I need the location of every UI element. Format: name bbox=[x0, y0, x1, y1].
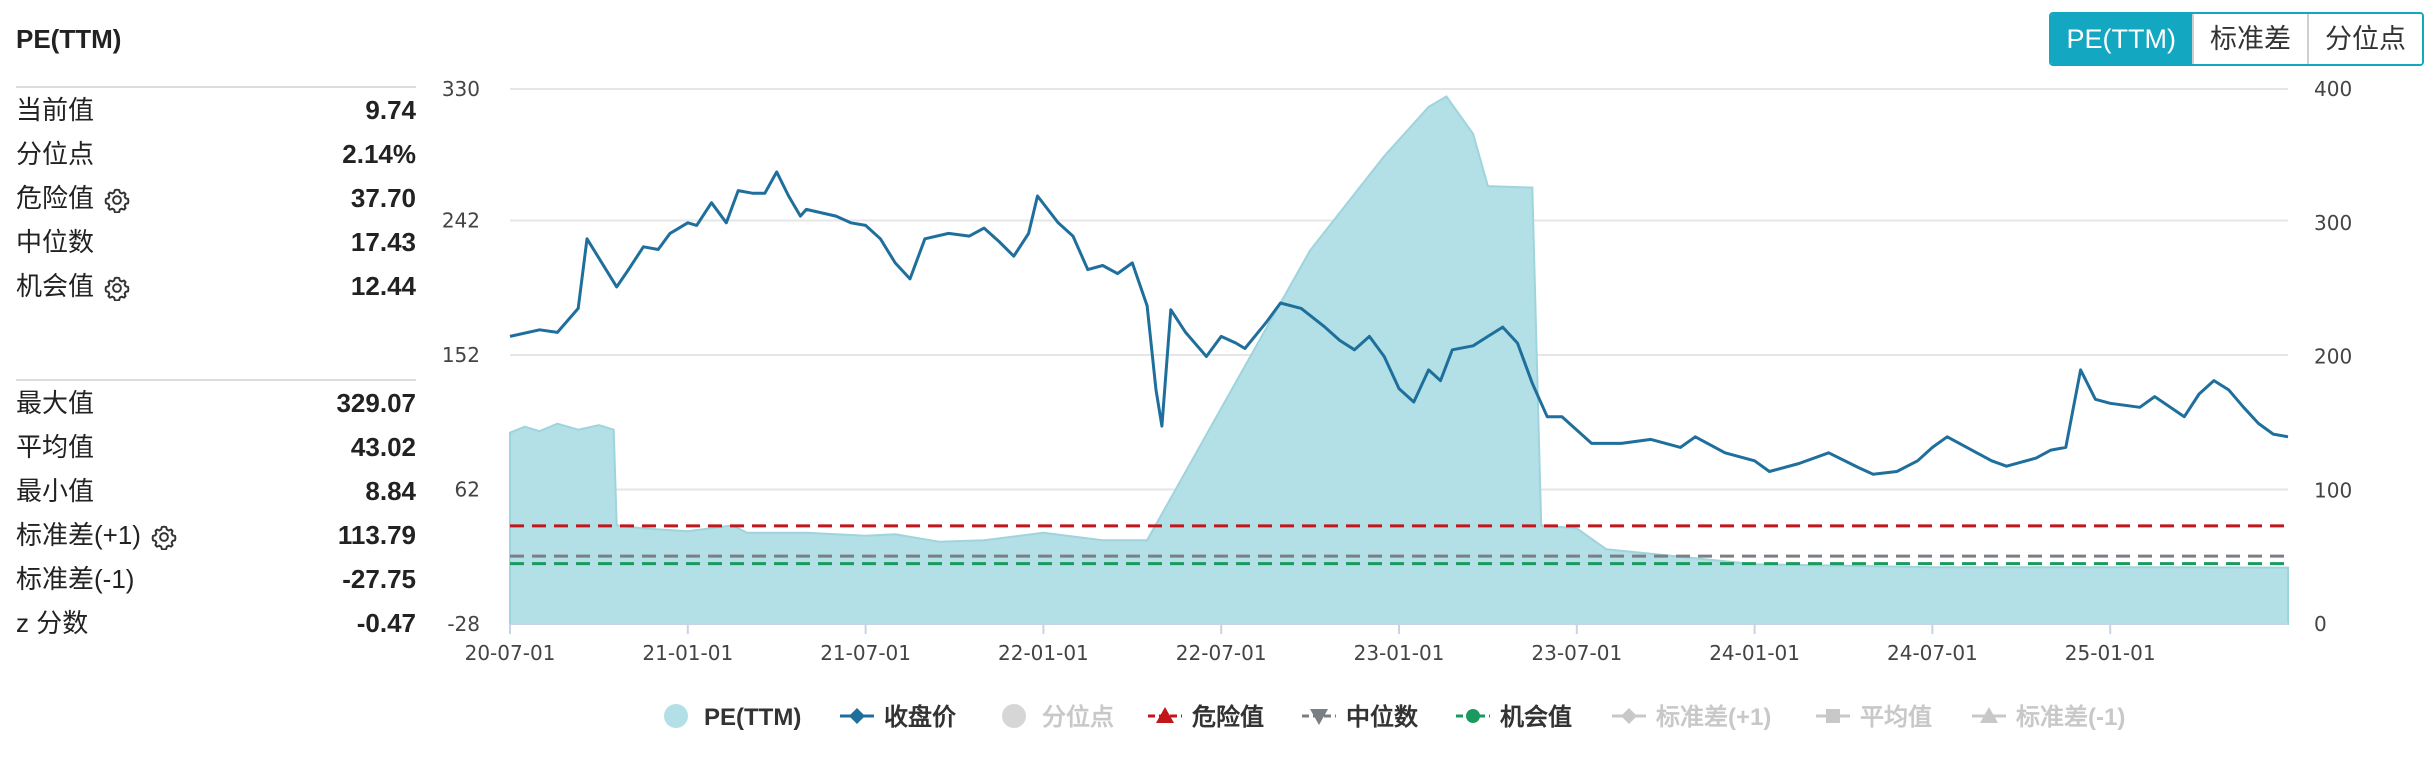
legend-label[interactable]: 标准差(-1) bbox=[2016, 703, 2125, 731]
stats-panel-bottom: 最大值 329.07 平均值 43.02 最小值 8.84 标准差(+1) 113.79 标准差… bbox=[16, 379, 416, 645]
y-right-tick-label: 100 bbox=[2314, 478, 2352, 502]
stat-label: 最大值 bbox=[16, 381, 94, 425]
legend-label[interactable]: 分位点 bbox=[1042, 703, 1114, 731]
y-right-tick-label: 0 bbox=[2314, 612, 2327, 636]
stat-label-text: 标准差(+1) bbox=[16, 520, 141, 550]
legend-label[interactable]: PE(TTM) bbox=[704, 704, 801, 731]
stat-label-text: 中位数 bbox=[16, 227, 95, 257]
stat-row: 危险值 37.70 bbox=[16, 176, 416, 220]
legend-label[interactable]: 标准差(+1) bbox=[1656, 703, 1771, 731]
stat-row: 最大值 329.07 bbox=[16, 381, 416, 425]
stat-label-text: 危险值 bbox=[16, 183, 95, 213]
stat-label: 当前值 bbox=[16, 88, 94, 132]
legend-label[interactable]: 危险值 bbox=[1192, 703, 1264, 731]
stat-label-text: 最小值 bbox=[16, 476, 95, 506]
x-tick-label: 25-01-01 bbox=[2065, 641, 2156, 665]
stat-label-text: 平均值 bbox=[16, 432, 95, 462]
stat-value: 8.84 bbox=[365, 476, 416, 506]
stat-row: 最小值 8.84 bbox=[16, 469, 416, 513]
stat-label: 标准差(+1) bbox=[16, 513, 177, 557]
stat-label: 分位点 bbox=[16, 132, 94, 176]
stat-value: 2.14% bbox=[342, 139, 416, 169]
y-left-tick-label: -28 bbox=[447, 612, 480, 636]
stat-row: 标准差(-1) -27.75 bbox=[16, 557, 416, 601]
x-tick-label: 24-07-01 bbox=[1887, 641, 1978, 665]
stat-label-text: 当前值 bbox=[16, 95, 95, 125]
legend-marker-circle bbox=[664, 704, 688, 728]
stat-label: 危险值 bbox=[16, 176, 130, 220]
stat-label-text: 标准差(-1) bbox=[16, 564, 135, 594]
legend-marker-diamond bbox=[849, 708, 865, 724]
y-left-tick-label: 330 bbox=[442, 77, 480, 101]
stat-value: 17.43 bbox=[350, 227, 416, 257]
gear-icon[interactable] bbox=[151, 524, 177, 551]
legend-marker-triangle-down bbox=[1310, 709, 1328, 725]
stat-row: 当前值 9.74 bbox=[16, 88, 416, 132]
stat-value: 9.74 bbox=[365, 95, 416, 125]
stat-label-text: 分位点 bbox=[16, 139, 95, 169]
stat-label-text: z 分数 bbox=[16, 608, 89, 638]
stat-label: 机会值 bbox=[16, 264, 130, 308]
gear-icon[interactable] bbox=[104, 275, 130, 302]
legend-marker-dot bbox=[1466, 709, 1480, 723]
series-close-line bbox=[509, 170, 2289, 476]
tab-percentile[interactable]: 分位点 bbox=[2307, 14, 2422, 64]
y-left-tick-label: 152 bbox=[442, 343, 480, 367]
x-tick-label: 20-07-01 bbox=[465, 641, 556, 665]
stat-value: 329.07 bbox=[336, 388, 416, 418]
stat-label-text: 机会值 bbox=[16, 271, 95, 301]
y-left-tick-label: 62 bbox=[455, 478, 480, 502]
legend-label[interactable]: 收盘价 bbox=[884, 703, 957, 731]
legend-marker-circle bbox=[1002, 704, 1026, 728]
x-tick-label: 23-01-01 bbox=[1354, 641, 1445, 665]
y-right-tick-label: 300 bbox=[2314, 211, 2352, 235]
x-tick-label: 21-07-01 bbox=[820, 641, 911, 665]
gear-icon[interactable] bbox=[104, 187, 130, 214]
tab-pe-ttm[interactable]: PE(TTM) bbox=[2050, 14, 2192, 64]
stat-value: 12.44 bbox=[350, 271, 416, 301]
y-left-tick-label: 242 bbox=[442, 209, 480, 233]
stat-value: -0.47 bbox=[356, 608, 416, 638]
stat-value: 37.70 bbox=[350, 183, 416, 213]
legend-marker-triangle bbox=[1980, 707, 1998, 723]
legend-marker-square bbox=[1826, 709, 1840, 723]
stat-value: 43.02 bbox=[350, 432, 416, 462]
series-pe-area bbox=[509, 95, 2289, 625]
stat-row: 中位数 17.43 bbox=[16, 220, 416, 264]
x-tick-label: 22-01-01 bbox=[998, 641, 1089, 665]
legend-label[interactable]: 中位数 bbox=[1346, 703, 1419, 731]
x-tick-label: 22-07-01 bbox=[1176, 641, 1267, 665]
x-tick-label: 21-01-01 bbox=[642, 641, 733, 665]
x-tick-label: 23-07-01 bbox=[1531, 641, 1622, 665]
page-title: PE(TTM) bbox=[16, 24, 122, 54]
stat-label: 最小值 bbox=[16, 469, 94, 513]
legend-label[interactable]: 机会值 bbox=[1500, 703, 1572, 731]
stat-row: 机会值 12.44 bbox=[16, 264, 416, 308]
stat-row: 标准差(+1) 113.79 bbox=[16, 513, 416, 557]
y-right-tick-label: 200 bbox=[2314, 345, 2352, 369]
divider bbox=[16, 86, 416, 88]
y-right-tick-label: 400 bbox=[2314, 77, 2352, 101]
stat-row: z 分数 -0.47 bbox=[16, 601, 416, 645]
legend-marker-diamond bbox=[1621, 708, 1637, 724]
metric-toggle-group: PE(TTM) 标准差 分位点 bbox=[2048, 12, 2424, 66]
stat-label-text: 最大值 bbox=[16, 388, 95, 418]
stat-value: -27.75 bbox=[342, 564, 416, 594]
stat-row: 分位点 2.14% bbox=[16, 132, 416, 176]
stat-label: 中位数 bbox=[16, 220, 94, 264]
tab-std-dev[interactable]: 标准差 bbox=[2192, 14, 2307, 64]
legend-marker-triangle bbox=[1156, 707, 1174, 723]
stat-label: 平均值 bbox=[16, 425, 94, 469]
stat-label: z 分数 bbox=[16, 601, 88, 645]
stats-panel-top: 当前值 9.74 分位点 2.14% 危险值 37.70 中位数 17.43 机会值 12.44 bbox=[16, 86, 416, 308]
stat-value: 113.79 bbox=[337, 520, 416, 550]
stat-row: 平均值 43.02 bbox=[16, 425, 416, 469]
stat-label: 标准差(-1) bbox=[16, 557, 134, 601]
legend-label[interactable]: 平均值 bbox=[1860, 703, 1932, 731]
x-tick-label: 24-01-01 bbox=[1709, 641, 1800, 665]
divider bbox=[16, 379, 416, 381]
